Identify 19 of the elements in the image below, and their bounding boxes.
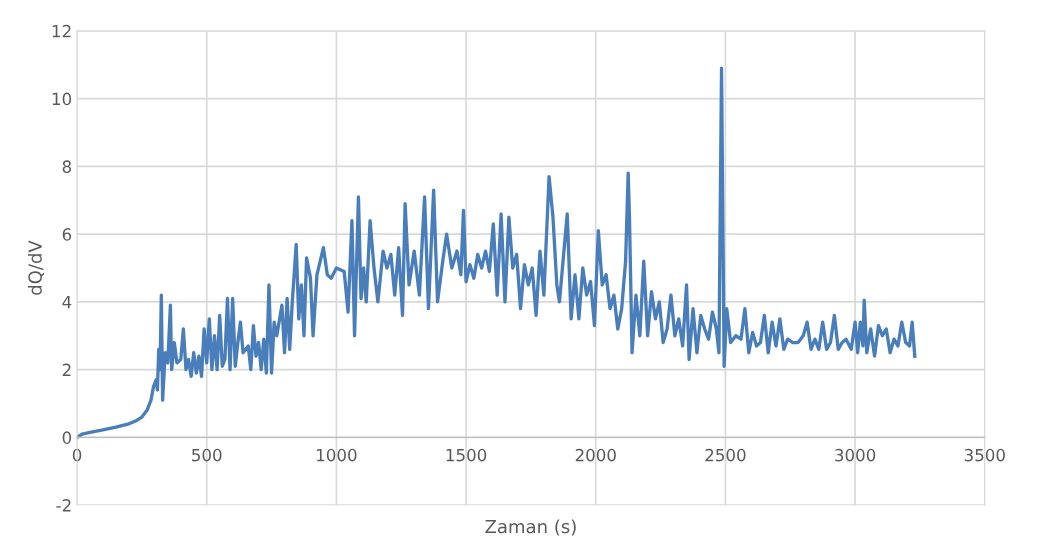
y-tick-label: 6 <box>62 228 72 241</box>
y-tick-label: 4 <box>62 296 72 309</box>
x-tick-label: 2000 <box>575 448 616 462</box>
x-tick-label: 500 <box>192 448 222 462</box>
y-tick-label: 12 <box>52 24 71 38</box>
y-axis-title: dQ/dV <box>27 240 44 295</box>
x-tick-label: 3000 <box>835 448 876 462</box>
y-tick-label: 10 <box>52 92 72 106</box>
y-tick-label: 8 <box>62 160 72 173</box>
x-tick-label: 2500 <box>705 448 746 462</box>
y-tick-label: -2 <box>56 499 71 512</box>
x-tick-label: 3500 <box>964 448 1005 462</box>
x-tick-label: 1000 <box>317 448 357 462</box>
y-tick-label: 2 <box>62 363 71 376</box>
x-tick-label: 1500 <box>446 448 487 462</box>
line-series <box>77 66 917 440</box>
y-tick-label: 0 <box>62 431 72 444</box>
x-axis-title: Zaman (s) <box>485 519 576 536</box>
x-tick-label: 0 <box>72 448 82 462</box>
